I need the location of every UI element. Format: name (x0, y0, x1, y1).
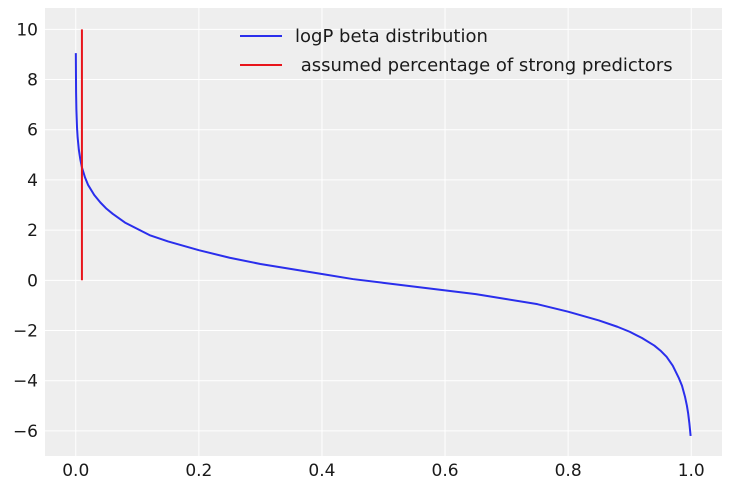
x-axis: 0.0 0.2 0.4 0.6 0.8 1.0 (62, 461, 705, 481)
series-layer (74, 29, 692, 437)
grid (45, 8, 722, 456)
legend-label-2: assumed percentage of strong predictors (295, 55, 673, 76)
legend-label-1: logP beta distribution (295, 26, 488, 47)
y-tick-label: 0 (27, 271, 38, 291)
x-tick-label: 0.2 (185, 461, 212, 481)
y-tick-label: −4 (13, 372, 38, 392)
x-tick-label: 0.6 (432, 461, 459, 481)
plot-area (45, 8, 722, 456)
series-line-1 (74, 53, 692, 437)
x-tick-label: 1.0 (678, 461, 705, 481)
x-tick-label: 0.8 (555, 461, 582, 481)
y-tick-label: 8 (27, 71, 38, 91)
legend: logP beta distribution assumed percentag… (240, 26, 673, 76)
x-tick-label: 0.4 (308, 461, 335, 481)
x-tick-label: 0.0 (62, 461, 89, 481)
y-tick-label: −6 (13, 422, 38, 442)
y-tick-label: 4 (27, 171, 38, 191)
y-tick-label: 10 (16, 20, 38, 40)
y-tick-label: 6 (27, 121, 38, 141)
y-tick-label: 2 (27, 221, 38, 241)
y-tick-label: −2 (13, 322, 38, 342)
y-axis: −6 −4 −2 0 2 4 6 8 10 (13, 20, 38, 442)
